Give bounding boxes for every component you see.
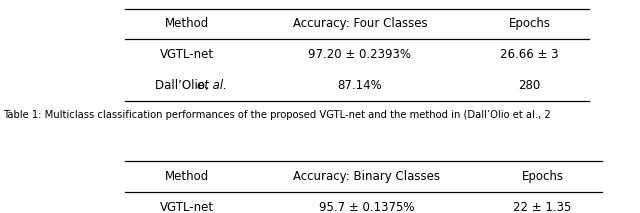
Text: Epochs: Epochs [522,170,563,183]
Text: 22 ± 1.35: 22 ± 1.35 [513,201,572,213]
Text: 87.14%: 87.14% [338,79,382,92]
Text: 97.20 ± 0.2393%: 97.20 ± 0.2393% [308,48,412,61]
Text: 280: 280 [518,79,541,92]
Text: Method: Method [165,17,209,30]
Text: et al.: et al. [196,79,227,92]
Text: Accuracy: Four Classes: Accuracy: Four Classes [292,17,428,30]
Text: 26.66 ± 3: 26.66 ± 3 [500,48,559,61]
Text: Table 1: Multiclass classification performances of the proposed VGTL-net and the: Table 1: Multiclass classification perfo… [3,110,551,120]
Text: Epochs: Epochs [509,17,550,30]
Text: VGTL-net: VGTL-net [160,201,214,213]
Text: 95.7 ± 0.1375%: 95.7 ± 0.1375% [319,201,414,213]
Text: Dall’Olio,: Dall’Olio, [155,79,212,92]
Text: Method: Method [165,170,209,183]
Text: Accuracy: Binary Classes: Accuracy: Binary Classes [293,170,440,183]
Text: VGTL-net: VGTL-net [160,48,214,61]
